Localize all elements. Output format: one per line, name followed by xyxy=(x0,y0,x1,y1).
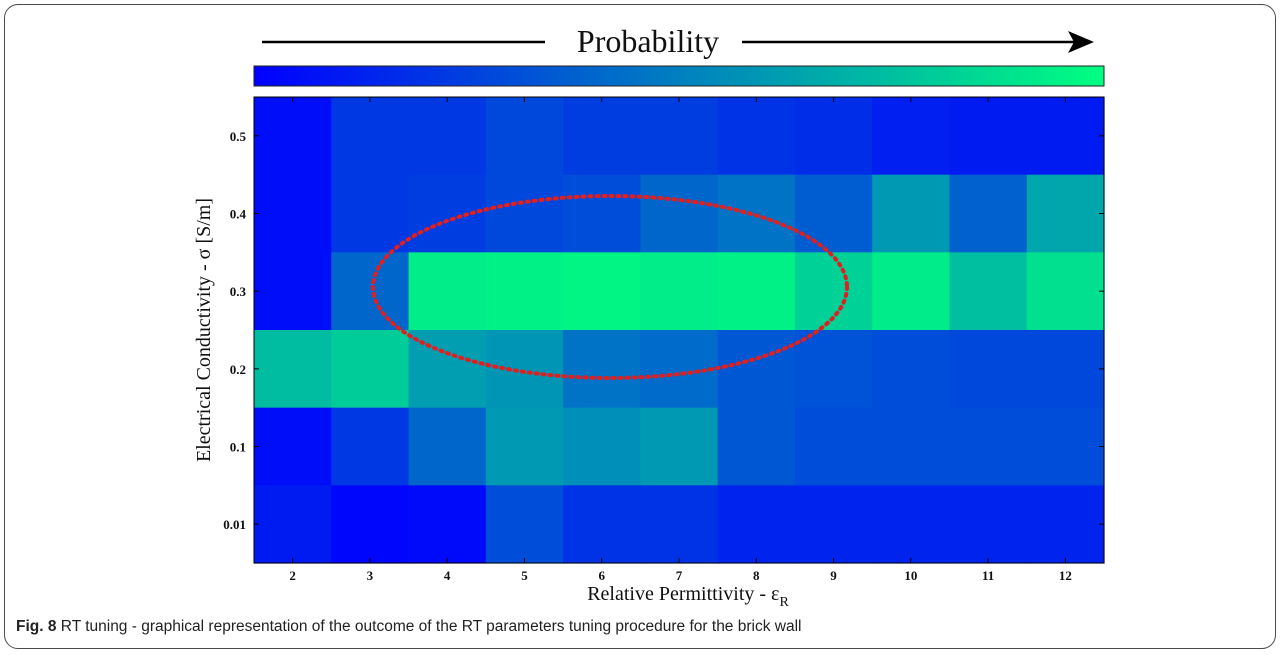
heatmap-cell xyxy=(794,97,873,176)
heatmap-cell xyxy=(717,97,796,176)
highlight-ellipse xyxy=(371,194,849,380)
heatmap-cell xyxy=(872,174,951,253)
caption-text: RT tuning - graphical representation of … xyxy=(56,618,802,635)
x-tick-label: 12 xyxy=(1059,568,1072,583)
heatmap-cell xyxy=(563,485,641,564)
heatmap-cell xyxy=(1026,407,1105,486)
x-tick-label: 8 xyxy=(753,568,760,583)
heatmap-cell xyxy=(563,97,641,176)
heatmap-cell xyxy=(717,252,796,331)
heatmap-cells xyxy=(254,97,1105,564)
heatmap-cell xyxy=(949,97,1028,176)
heatmap-cell xyxy=(563,174,641,253)
heatmap-cell xyxy=(408,485,487,564)
heatmap-cell xyxy=(563,330,641,409)
heatmap-cell xyxy=(872,330,951,409)
heatmap-cell xyxy=(794,330,873,409)
x-tick-label: 5 xyxy=(521,568,528,583)
heatmap-cell xyxy=(254,97,332,176)
heatmap-cell xyxy=(331,407,410,486)
probability-arrow-head xyxy=(1068,31,1094,53)
heatmap-cell xyxy=(794,485,873,564)
heatmap-cell xyxy=(794,407,873,486)
heatmap-cell xyxy=(254,330,332,409)
heatmap-cell xyxy=(485,174,564,253)
caption-label: Fig. 8 xyxy=(16,618,57,635)
heatmap-cell xyxy=(640,485,719,564)
heatmap-cell xyxy=(1026,252,1105,331)
heatmap-cell xyxy=(640,407,719,486)
y-tick-label: 0.5 xyxy=(230,129,247,144)
y-axis-ticks: 0.5 0.4 0.3 0.2 0.1 0.01 xyxy=(223,129,1104,532)
x-tick-label: 9 xyxy=(830,568,837,583)
heatmap-cell xyxy=(485,330,564,409)
y-tick-label: 0.01 xyxy=(223,517,246,532)
heatmap-cell xyxy=(717,330,796,409)
heatmap-cell xyxy=(872,97,951,176)
heatmap-cell xyxy=(872,485,951,564)
heatmap-cell xyxy=(1026,330,1105,409)
heatmap-chart: Probability 2 3 4 5 6 7 8 9 10 11 12 0.50.40.30.20… xyxy=(193,23,1105,610)
y-tick-label: 0.4 xyxy=(230,207,247,222)
heatmap-cell xyxy=(563,252,641,331)
heatmap-cell xyxy=(872,407,951,486)
heatmap-cell xyxy=(485,407,564,486)
heatmap-cell xyxy=(640,252,719,331)
y-tick-label: 0.3 xyxy=(230,284,247,299)
y-tick-label: 0.1 xyxy=(230,440,246,455)
heatmap-cell xyxy=(254,485,332,564)
x-tick-label: 3 xyxy=(367,568,374,583)
heatmap-cell xyxy=(1026,485,1105,564)
heatmap-cell xyxy=(949,252,1028,331)
heatmap-cell xyxy=(485,97,564,176)
x-axis-label: Relative Permittivity - εR xyxy=(587,583,789,610)
heatmap-cell xyxy=(331,174,410,253)
x-tick-label: 7 xyxy=(676,568,683,583)
heatmap-cell xyxy=(408,252,487,331)
heatmap-cell xyxy=(717,407,796,486)
x-tick-label: 4 xyxy=(444,568,451,583)
chart-title: Probability xyxy=(577,23,719,59)
heatmap-cell xyxy=(331,252,410,331)
heatmap-cell xyxy=(949,407,1028,486)
y-axis-label: Electrical Conductivity - σ [S/m] xyxy=(193,198,215,462)
heatmap-cell xyxy=(949,174,1028,253)
x-axis-ticks: 2 3 4 5 6 7 8 9 10 11 12 xyxy=(289,97,1072,583)
heatmap-cell xyxy=(1026,97,1105,176)
heatmap-cell xyxy=(717,485,796,564)
heatmap-cell xyxy=(949,485,1028,564)
heatmap-cell xyxy=(1026,174,1105,253)
heatmap-cell xyxy=(408,407,487,486)
heatmap-cell xyxy=(794,174,873,253)
heatmap-cell xyxy=(254,174,332,253)
heatmap-cell xyxy=(640,97,719,176)
heatmap-cell xyxy=(254,407,332,486)
heatmap-cell xyxy=(563,407,641,486)
heatmap-cell xyxy=(485,485,564,564)
figure-frame xyxy=(4,4,1276,649)
colorbar xyxy=(253,65,1105,87)
heatmap-cell xyxy=(254,252,332,331)
x-axis-label-subscript: R xyxy=(779,595,789,610)
heatmap-cell xyxy=(640,174,719,253)
heatmap-cell xyxy=(331,330,410,409)
heatmap-cell xyxy=(949,330,1028,409)
heatmap-cell xyxy=(872,252,951,331)
y-tick-label: 0.2 xyxy=(230,362,246,377)
x-tick-label: 11 xyxy=(982,568,994,583)
heatmap-cell xyxy=(331,485,410,564)
x-tick-label: 10 xyxy=(904,568,917,583)
heatmap-cell xyxy=(485,252,564,331)
x-tick-label: 2 xyxy=(289,568,296,583)
heatmap-cell xyxy=(408,97,487,176)
figure-caption: Fig. 8 RT tuning - graphical representat… xyxy=(16,618,1266,636)
heatmap-cell xyxy=(331,97,410,176)
x-tick-label: 6 xyxy=(598,568,605,583)
